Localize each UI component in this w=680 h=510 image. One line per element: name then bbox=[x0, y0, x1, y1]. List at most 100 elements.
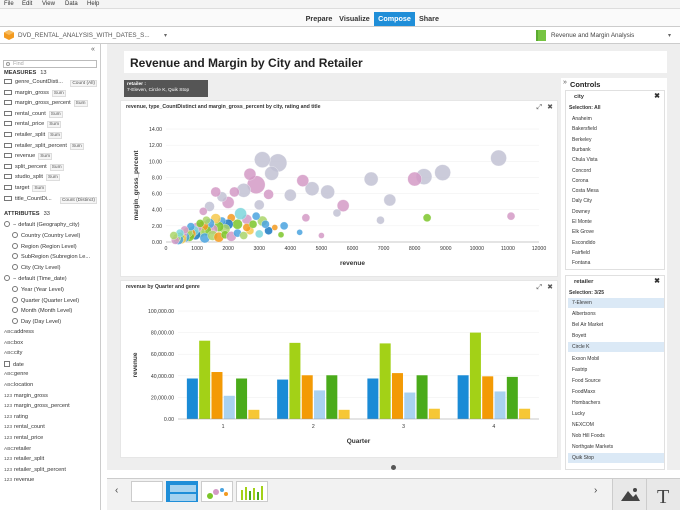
hierarchy-level-item[interactable]: Year (Year Level) bbox=[12, 286, 99, 296]
measure-item[interactable]: rental_count Sum bbox=[4, 110, 99, 121]
time-hierarchy[interactable]: − default (Time_date) bbox=[4, 275, 99, 285]
close-icon[interactable]: ✖ bbox=[547, 284, 553, 291]
prev-canvas-icon[interactable]: ‹ bbox=[115, 485, 119, 496]
canvas-thumb-4[interactable] bbox=[236, 481, 268, 502]
city-option[interactable]: Corona bbox=[572, 177, 589, 184]
bar-chart-panel[interactable]: revenue by Quarter and genre ⤢ ✖ 0.00 20,0… bbox=[120, 280, 558, 458]
attribute-item[interactable]: 123 rental_count bbox=[4, 424, 99, 434]
retailer-option[interactable]: Albertsons bbox=[572, 311, 596, 318]
retailer-option[interactable]: Northgate Markets bbox=[572, 444, 614, 451]
close-icon[interactable]: ✖ bbox=[547, 104, 553, 111]
menu-view[interactable]: View bbox=[42, 1, 55, 7]
city-option[interactable]: Costa Mesa bbox=[572, 188, 599, 195]
attribute-item[interactable]: 123 rental_price bbox=[4, 435, 99, 445]
menu-file[interactable]: File bbox=[4, 1, 14, 7]
dataset-dropdown-icon[interactable]: ▾ bbox=[164, 33, 168, 39]
retailer-option[interactable]: Hombachers bbox=[572, 399, 601, 406]
hierarchy-level-item[interactable]: Country (Country Level) bbox=[12, 232, 99, 242]
attribute-item[interactable]: ABCaddress bbox=[4, 329, 99, 339]
measure-item[interactable]: rental_price Sum bbox=[4, 121, 99, 131]
measure-item[interactable]: split_percent Sum bbox=[4, 163, 99, 174]
city-option[interactable]: Fairfield bbox=[572, 249, 590, 256]
retailer-option[interactable]: Exxon Mobil bbox=[572, 355, 600, 362]
story-dropdown-icon[interactable]: ▾ bbox=[668, 33, 672, 39]
city-option[interactable]: Daly City bbox=[572, 198, 593, 205]
menu-data[interactable]: Data bbox=[65, 1, 78, 7]
attribute-item[interactable]: 123 rating bbox=[4, 414, 99, 424]
city-filter-close-icon[interactable]: ✖ bbox=[654, 93, 660, 100]
city-option[interactable]: Fontana bbox=[572, 260, 591, 267]
measure-item[interactable]: margin_gross Sum bbox=[4, 89, 99, 100]
measure-item[interactable]: margin_gross_percent Sum bbox=[4, 100, 99, 110]
story-title-box[interactable]: Revenue and Margin by City and Retailer bbox=[124, 51, 667, 73]
attribute-item[interactable]: ABCbox bbox=[4, 340, 99, 350]
geo-hierarchy[interactable]: − default (Geography_city) bbox=[4, 221, 99, 231]
city-option[interactable]: Burbank bbox=[572, 146, 591, 153]
canvas-thumb-3[interactable] bbox=[201, 481, 233, 502]
hierarchy-level-item[interactable]: SubRegion (Subregion Le... bbox=[12, 253, 99, 263]
expand-controls-icon[interactable]: » bbox=[563, 79, 567, 86]
scatter-chart-panel[interactable]: revenue, type_CountDistinct and margin_g… bbox=[120, 100, 558, 277]
retailer-option[interactable]: Circle K bbox=[568, 342, 664, 353]
attribute-item[interactable]: 123 retailer_split_percent bbox=[4, 467, 99, 477]
retailer-option[interactable]: Quik Stop bbox=[568, 453, 664, 464]
menu-edit[interactable]: Edit bbox=[22, 1, 33, 7]
city-option[interactable]: Chula Vista bbox=[572, 157, 598, 164]
measure-item[interactable]: target Sum bbox=[4, 185, 99, 195]
attribute-item[interactable]: 123 retailer_split bbox=[4, 456, 99, 466]
retailer-option[interactable]: Food Source bbox=[572, 377, 601, 384]
attribute-item[interactable]: ABCcity bbox=[4, 350, 99, 360]
tab-prepare[interactable]: Prepare bbox=[305, 14, 333, 23]
city-option[interactable]: Downey bbox=[572, 208, 591, 215]
attribute-item[interactable]: ABClocation bbox=[4, 382, 99, 392]
page-indicator-dot[interactable] bbox=[391, 465, 396, 470]
retailer-filter-close-icon[interactable]: ✖ bbox=[654, 278, 660, 285]
attribute-item[interactable]: date bbox=[4, 360, 99, 371]
measures-header[interactable]: MEASURES 13 bbox=[4, 70, 47, 76]
retailer-option[interactable]: Lucky bbox=[572, 411, 586, 417]
attribute-item[interactable]: ABCgenre bbox=[4, 371, 99, 381]
retailer-option[interactable]: NEXCOM bbox=[572, 422, 594, 429]
retailer-option[interactable]: 7-Eleven bbox=[568, 298, 664, 308]
next-canvas-icon[interactable]: › bbox=[594, 485, 598, 496]
add-image-button[interactable] bbox=[612, 479, 646, 510]
menu-help[interactable]: Help bbox=[87, 1, 100, 7]
tab-share[interactable]: Share bbox=[419, 14, 439, 23]
maximize-icon[interactable]: ⤢ bbox=[536, 104, 543, 111]
retailer-option[interactable]: Bel Air Market bbox=[572, 322, 604, 329]
attribute-item[interactable]: 123 revenue bbox=[4, 477, 99, 487]
city-option[interactable]: Escondido bbox=[572, 239, 596, 246]
city-option[interactable]: El Monte bbox=[572, 219, 592, 225]
city-option[interactable]: Bakersfield bbox=[572, 126, 597, 133]
attributes-header[interactable]: ATTRIBUTES 33 bbox=[4, 211, 50, 217]
collapse-panel-icon[interactable]: « bbox=[91, 46, 95, 53]
measure-item[interactable]: studio_split Sum bbox=[4, 174, 99, 184]
hierarchy-level-item[interactable]: Region (Region Level) bbox=[12, 242, 99, 253]
city-option[interactable]: Berkeley bbox=[572, 136, 592, 143]
hierarchy-level-item[interactable]: Day (Day Level) bbox=[12, 317, 99, 328]
search-input[interactable]: Find bbox=[3, 60, 97, 68]
tab-compose[interactable]: Compose bbox=[374, 12, 415, 26]
retailer-option[interactable]: Boyett bbox=[572, 333, 587, 340]
attribute-item[interactable]: 123 margin_gross bbox=[4, 393, 99, 403]
attribute-item[interactable]: ABCretailer bbox=[4, 446, 99, 456]
hierarchy-level-item[interactable]: Month (Month Level) bbox=[12, 307, 99, 317]
measure-item[interactable]: title_CountDi... Count (Distinct) bbox=[4, 195, 99, 206]
measure-item[interactable]: genre_CountDisti... Count (All) bbox=[4, 79, 99, 89]
tab-visualize[interactable]: Visualize bbox=[339, 14, 370, 23]
add-text-button[interactable]: T bbox=[646, 479, 680, 510]
retailer-option[interactable]: Fastrip bbox=[572, 366, 588, 373]
attribute-item[interactable]: 123 margin_gross_percent bbox=[4, 403, 99, 413]
city-option[interactable]: Anaheim bbox=[572, 116, 592, 122]
hierarchy-level-item[interactable]: City (City Level) bbox=[12, 263, 99, 274]
maximize-icon[interactable]: ⤢ bbox=[536, 284, 543, 291]
measure-item[interactable]: retailer_split Sum bbox=[4, 132, 99, 142]
canvas-thumb-2[interactable] bbox=[166, 481, 198, 502]
hierarchy-level-item[interactable]: Quarter (Quarter Level) bbox=[12, 296, 99, 307]
city-option[interactable]: Concord bbox=[572, 167, 591, 174]
retailer-option[interactable]: Nob Hill Foods bbox=[572, 433, 605, 440]
measure-item[interactable]: revenue Sum bbox=[4, 153, 99, 163]
retailer-option[interactable]: FoodMaxx bbox=[572, 388, 596, 395]
measure-item[interactable]: retailer_split_percent Sum bbox=[4, 142, 99, 153]
canvas-thumb-1[interactable] bbox=[131, 481, 163, 502]
